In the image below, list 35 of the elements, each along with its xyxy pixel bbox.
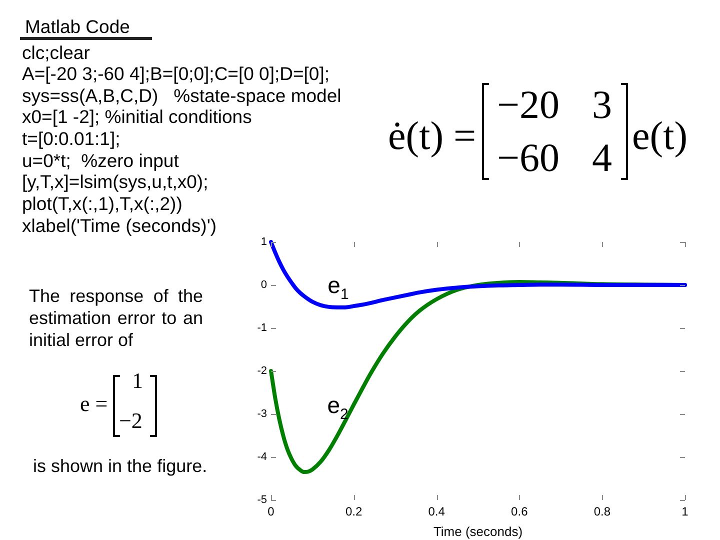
text: clc;clear [22, 42, 90, 62]
text: sys=ss(A,B,C,D) %state-space model [22, 84, 342, 106]
text: e(t) [632, 113, 688, 158]
text: is shown in the figure. [33, 455, 208, 477]
x-tick-label: 1 [682, 504, 689, 519]
y-tick-label: -1 [257, 322, 267, 334]
text: t=[0:0.01:1]; [22, 128, 120, 150]
text: ė(t) = [388, 113, 476, 158]
text: [y,T,x]=lsim(sys,u,t,x0); [22, 171, 208, 192]
x-tick-label: 0.2 [345, 504, 362, 519]
y-tick-label: 1 [260, 236, 267, 248]
text: −20 [497, 82, 560, 127]
y-tick-label: -2 [257, 365, 267, 378]
text: plot(T,x(:,1),T,x(:,2)) [22, 193, 182, 214]
y-tick-label: -4 [257, 451, 267, 464]
x-tick-label: 0.4 [428, 504, 446, 519]
text: x0=[1 -2]; %initial conditions [22, 106, 252, 128]
x-tick-label: 0.6 [511, 504, 528, 519]
text: 1 [132, 368, 143, 393]
text: −2 [119, 408, 142, 433]
x-axis-title: Time (seconds) [433, 524, 523, 539]
text: u=0*t; %zero input [22, 150, 179, 171]
text: 4 [592, 135, 612, 180]
text: A=[-20 3;-60 4];B=[0;0];C=[0 0];D=[0]; [22, 63, 330, 84]
y-tick-label: 0 [260, 279, 267, 292]
y-tick-label: -3 [257, 408, 267, 420]
text: e = [80, 391, 108, 416]
line-series [269, 240, 687, 310]
x-tick-label: 0.8 [594, 504, 611, 519]
y-tick-label: -5 [257, 494, 267, 506]
text: Matlab Code [20, 16, 152, 40]
text: The response of the estimation error to an initial error of [29, 285, 203, 351]
text: xlabel('Time (seconds)') [22, 214, 217, 236]
text: 3 [592, 82, 612, 127]
text: −60 [497, 135, 560, 180]
